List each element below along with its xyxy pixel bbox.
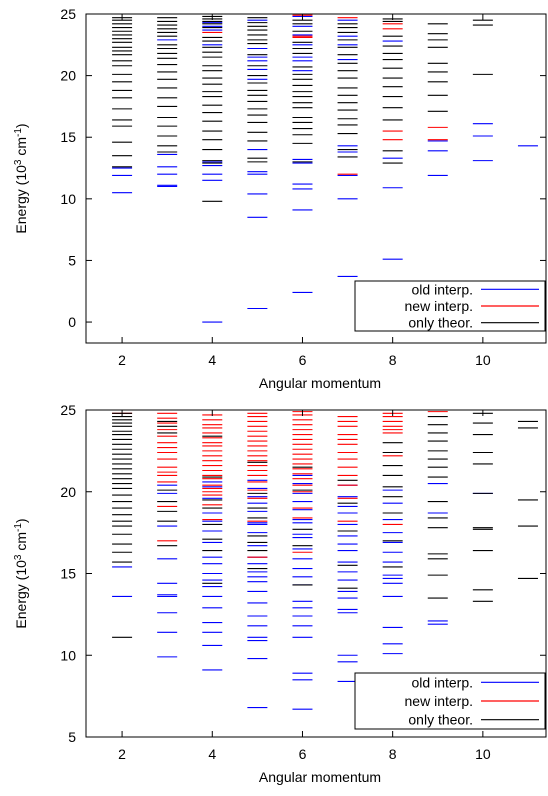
y-tick-label: 15 bbox=[60, 566, 76, 582]
legend-entry-label: only theor. bbox=[408, 315, 473, 331]
y-axis-label: Energy (103 cm-1) bbox=[13, 518, 30, 628]
x-tick-label: 4 bbox=[208, 746, 216, 762]
x-tick-label: 2 bbox=[118, 352, 126, 368]
y-tick-label: 15 bbox=[60, 129, 76, 145]
x-tick-label: 8 bbox=[389, 352, 397, 368]
x-tick-label: 6 bbox=[299, 746, 307, 762]
x-tick-label: 10 bbox=[475, 746, 491, 762]
y-tick-label: 20 bbox=[60, 484, 76, 500]
series-new-interp bbox=[202, 14, 448, 175]
chart-panel-1: 0 5 10 15 20 25 2 4 6 8 10 Angular momentum Energy (… bbox=[13, 6, 547, 391]
y-axis-label-part: ) bbox=[13, 518, 29, 523]
x-tick-label: 6 bbox=[299, 352, 307, 368]
legend-entry-label: new interp. bbox=[405, 298, 473, 314]
y-axis-label-part: Energy (10 bbox=[13, 165, 29, 234]
series-only-theor bbox=[112, 15, 493, 202]
legend-entry-label: new interp. bbox=[405, 693, 473, 709]
y-axis-label-superscript: -1 bbox=[13, 523, 24, 532]
series-old-interp bbox=[112, 15, 538, 323]
series-old-interp bbox=[112, 474, 493, 710]
x-tick-label: 8 bbox=[389, 746, 397, 762]
x-tick-label: 2 bbox=[118, 746, 126, 762]
y-axis-label-part: Energy (10 bbox=[13, 560, 29, 629]
legend-entry-label: old interp. bbox=[412, 281, 473, 297]
series-only-theor bbox=[112, 412, 538, 638]
y-tick-label: 5 bbox=[68, 729, 76, 745]
legend-entry-label: only theor. bbox=[408, 712, 473, 728]
plot-frame bbox=[85, 13, 547, 344]
y-tick-label: 10 bbox=[60, 191, 76, 207]
y-tick-label: 20 bbox=[60, 68, 76, 84]
y-axis-label-part: cm bbox=[13, 137, 29, 160]
y-axis-label-superscript: -1 bbox=[13, 128, 24, 137]
legend: old interp.new interp.only theor. bbox=[354, 280, 546, 332]
chart-panel-2: 5 10 15 20 25 2 4 6 8 10 Angular momentum Energy (1… bbox=[13, 402, 547, 785]
x-axis-label: Angular momentum bbox=[259, 375, 381, 391]
x-tick-label: 10 bbox=[475, 352, 491, 368]
legend-entry-label: old interp. bbox=[412, 674, 473, 690]
legend: old interp. new interp. only theor. bbox=[354, 672, 546, 730]
y-tick-label: 25 bbox=[60, 402, 76, 418]
y-tick-label: 0 bbox=[68, 314, 76, 330]
y-axis-label-part: cm bbox=[13, 532, 29, 555]
y-tick-label: 5 bbox=[68, 252, 76, 268]
series-new-interp bbox=[112, 411, 448, 558]
y-axis-label-part: ) bbox=[13, 123, 29, 128]
x-tick-label: 4 bbox=[208, 352, 216, 368]
x-axis-label: Angular momentum bbox=[259, 769, 381, 785]
y-axis-label-superscript: 3 bbox=[13, 554, 24, 560]
y-axis-label: Energy (103 cm-1) bbox=[13, 123, 30, 233]
y-axis-label-superscript: 3 bbox=[13, 159, 24, 165]
y-tick-label: 25 bbox=[60, 6, 76, 22]
y-tick-label: 10 bbox=[60, 647, 76, 663]
